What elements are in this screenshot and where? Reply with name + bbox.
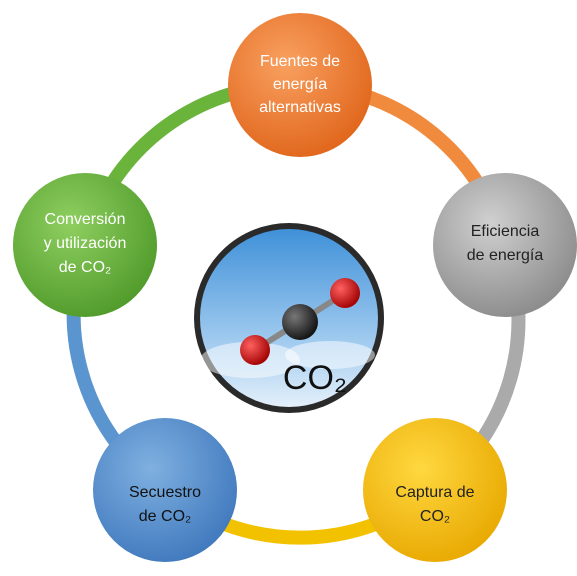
node-label: Eficiencia (471, 223, 540, 240)
node-label: Captura de (395, 484, 474, 501)
node-label: Secuestro (129, 484, 201, 501)
node-label: y utilización (44, 235, 127, 252)
node-label: energía (273, 76, 327, 93)
node-label: Conversión (45, 211, 126, 228)
node-circle (433, 173, 577, 317)
node-label: de CO₂ (59, 259, 111, 276)
center: CO₂ (197, 226, 381, 410)
carbon-atom (282, 304, 318, 340)
oxygen-atom (240, 335, 270, 365)
node-label: de energía (467, 247, 544, 264)
node-label: Fuentes de (260, 53, 340, 70)
node-label: de CO₂ (139, 508, 191, 525)
center-label: CO₂ (283, 359, 347, 397)
node-label: alternativas (259, 99, 341, 116)
node-label: CO₂ (420, 508, 450, 525)
oxygen-atom (330, 278, 360, 308)
diagram: CO₂ Fuentes de energía alternativas Efic… (0, 0, 577, 576)
